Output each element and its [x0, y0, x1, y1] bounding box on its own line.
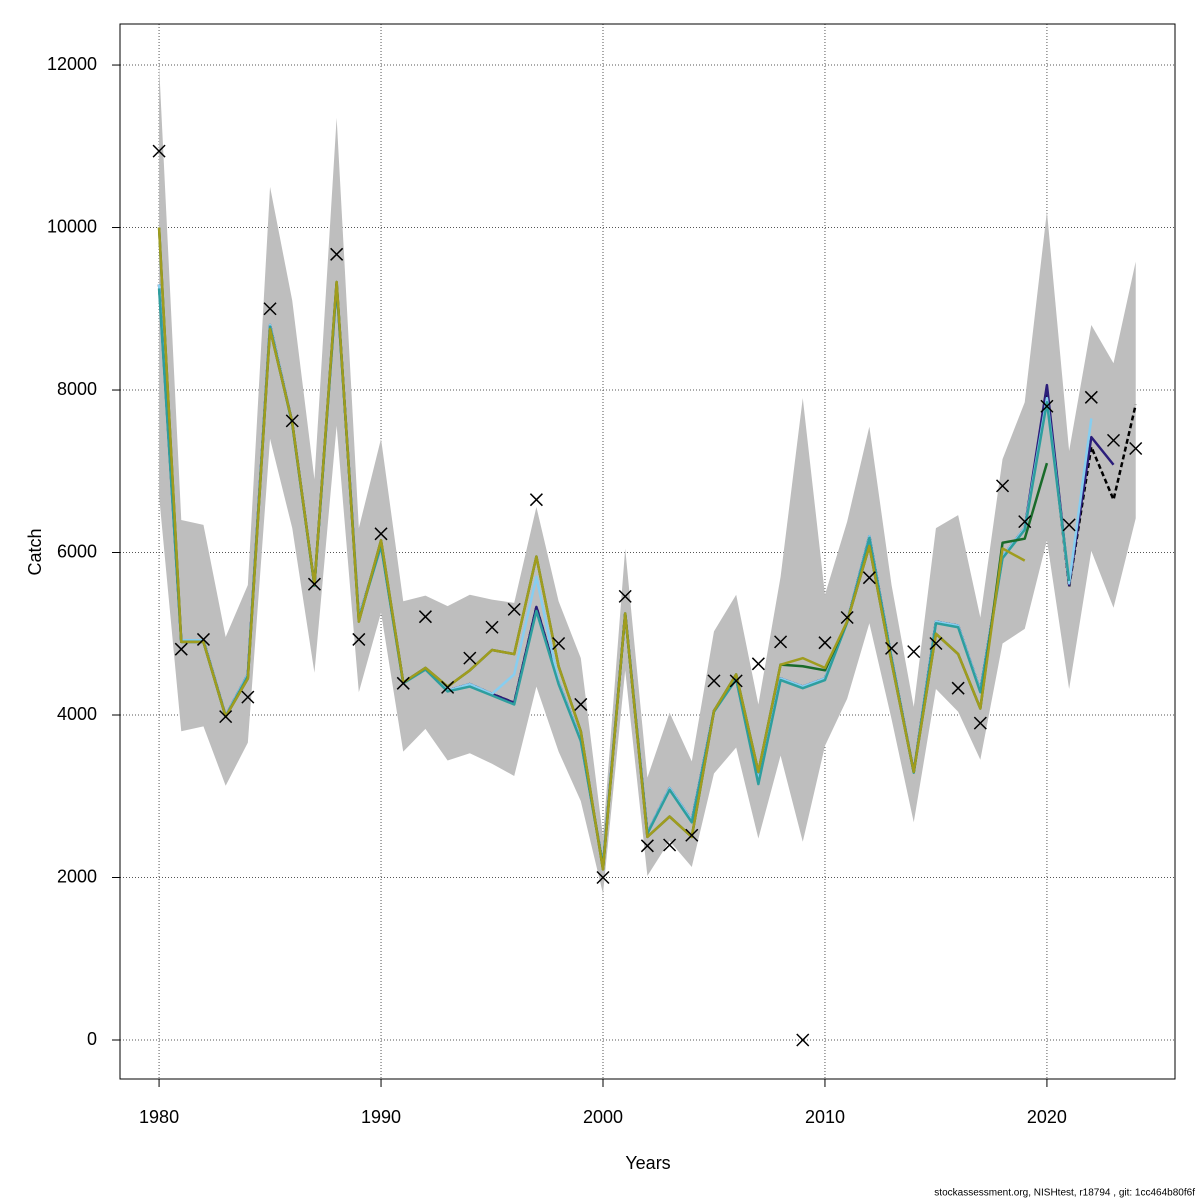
- observed-point: [196, 632, 210, 646]
- observed-point: [285, 414, 299, 428]
- y-axis-label: Catch: [25, 528, 45, 575]
- x-tick-label: 2010: [805, 1107, 845, 1127]
- observed-point: [796, 1033, 810, 1047]
- observed-point: [840, 610, 854, 625]
- observed-point: [1129, 441, 1143, 456]
- observed-point: [552, 636, 566, 651]
- observed-point: [219, 710, 233, 724]
- y-tick-label: 4000: [57, 704, 97, 724]
- confidence-band: [159, 65, 1136, 894]
- observed-point: [241, 690, 255, 704]
- series-line: [157, 227, 1026, 871]
- observed-point: [729, 674, 743, 688]
- x-tick-label: 2000: [583, 1107, 623, 1127]
- x-tick-label: 1980: [139, 1107, 179, 1127]
- y-tick-label: 8000: [57, 379, 97, 399]
- observed-point: [862, 571, 876, 585]
- observed-point: [352, 632, 366, 646]
- observed-point: [1062, 518, 1076, 532]
- observed-point: [751, 657, 765, 671]
- observed-point: [818, 636, 832, 650]
- observed-point: [307, 577, 321, 591]
- observed-point: [441, 680, 455, 694]
- observed-point: [707, 674, 721, 688]
- observed-point: [685, 828, 699, 842]
- observed-point: [663, 838, 677, 852]
- footnote: stockassessment.org, NISHtest, r18794 , …: [934, 1188, 1195, 1199]
- y-tick-label: 0: [87, 1029, 97, 1049]
- observed-point: [396, 676, 410, 690]
- observed-point: [507, 602, 521, 616]
- observed-point: [574, 697, 588, 711]
- observed-point: [973, 716, 987, 730]
- observed-point: [152, 144, 166, 158]
- observed-point: [330, 247, 344, 261]
- y-tick-label: 12000: [47, 54, 97, 74]
- observed-point: [640, 839, 654, 853]
- x-axis-label: Years: [625, 1153, 670, 1173]
- observed-point: [951, 681, 965, 695]
- observed-point: [885, 641, 899, 655]
- observed-point: [618, 589, 632, 603]
- y-tick-label: 2000: [57, 866, 97, 886]
- observed-point: [463, 651, 477, 665]
- plot-frame: [119, 23, 1176, 1080]
- x-tick-label: 2020: [1027, 1107, 1067, 1127]
- x-tick-label: 1990: [361, 1107, 401, 1127]
- observed-point: [1084, 390, 1098, 404]
- observed-point: [1106, 433, 1121, 447]
- observed-point: [529, 493, 543, 507]
- y-tick-label: 6000: [57, 541, 97, 561]
- observed-point: [174, 642, 188, 656]
- observed-point: [1018, 515, 1032, 529]
- observed-point: [996, 479, 1010, 493]
- observed-point: [596, 870, 610, 885]
- observed-point: [1040, 399, 1054, 413]
- observed-point: [485, 620, 499, 634]
- observed-point: [929, 636, 943, 651]
- observed-point: [774, 635, 788, 649]
- observed-point: [418, 610, 432, 624]
- observed-point: [907, 645, 921, 659]
- observed-point: [263, 302, 277, 316]
- y-tick-label: 10000: [47, 216, 97, 236]
- observed-point: [374, 527, 388, 541]
